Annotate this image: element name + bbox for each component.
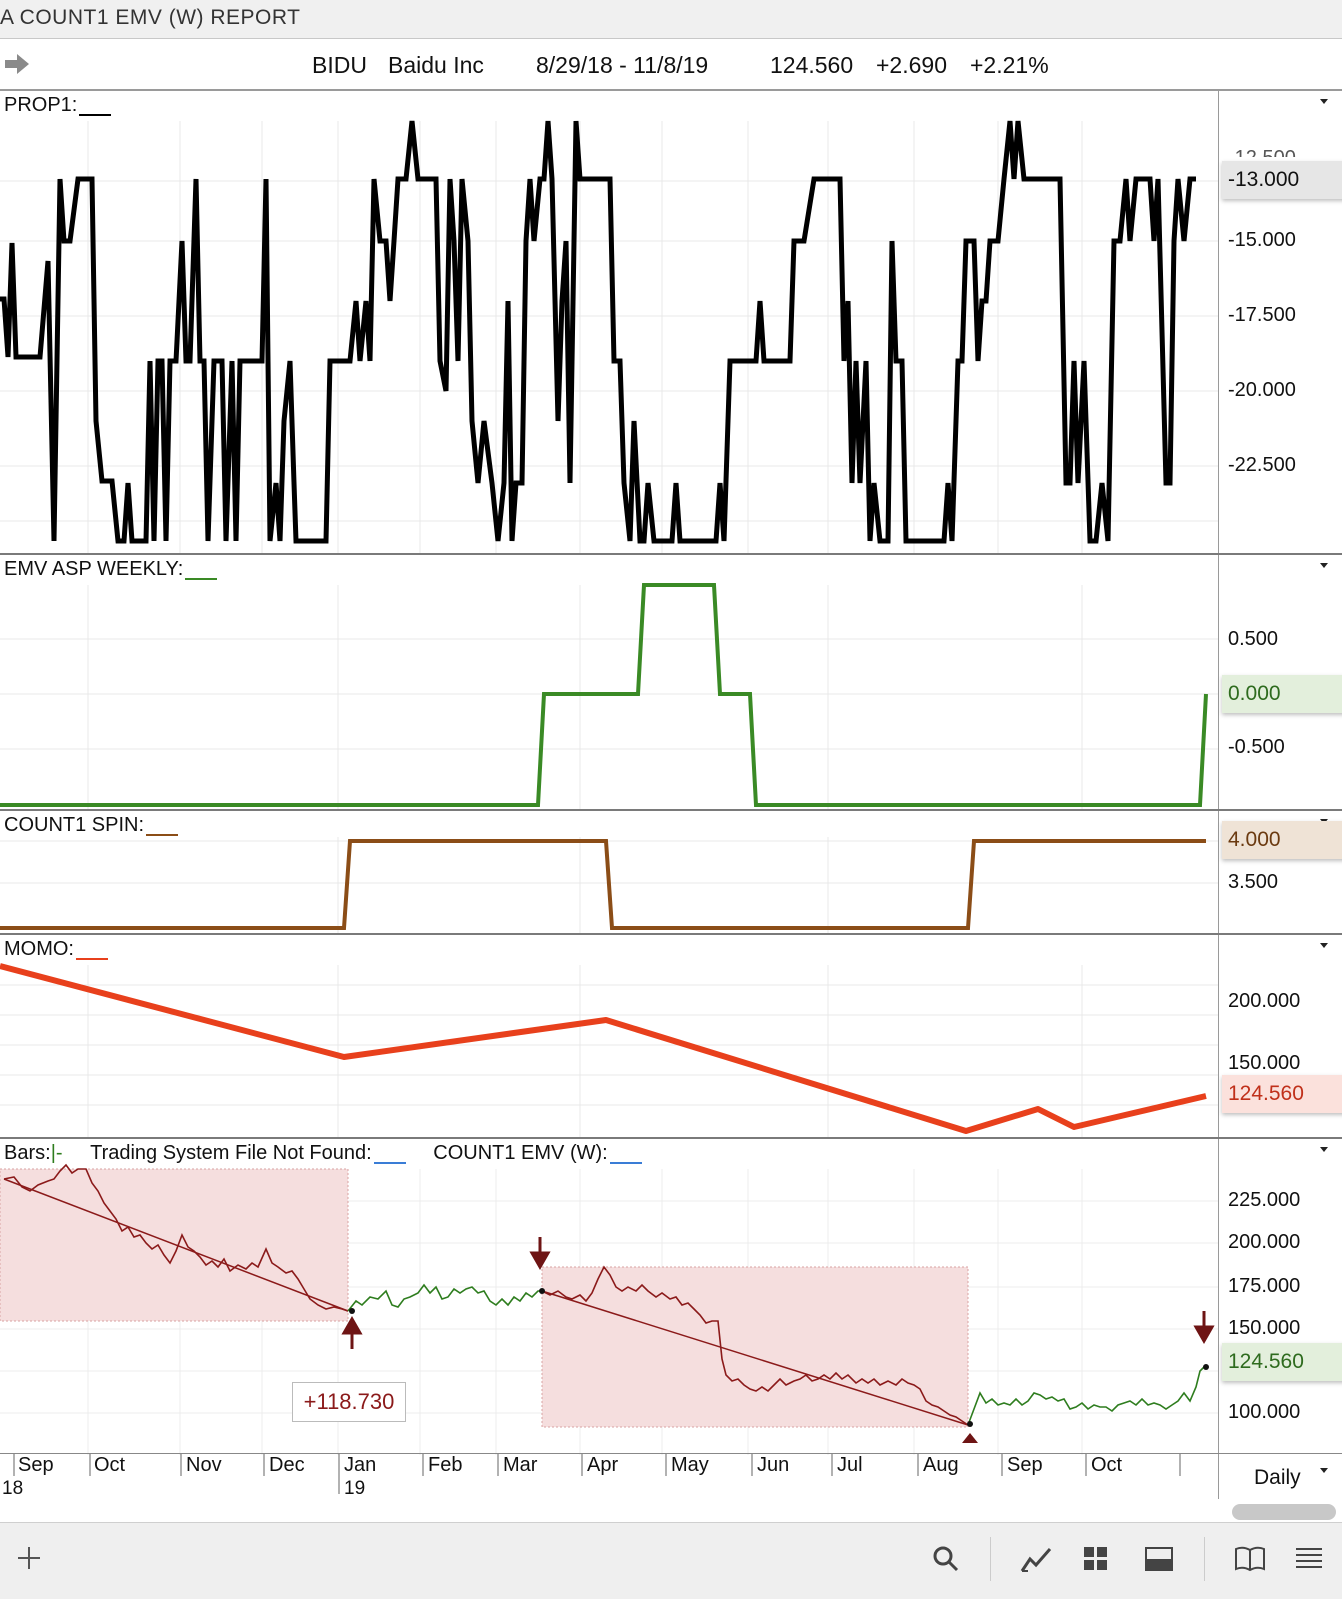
emv-asp-current-tag: 0.000 — [1222, 675, 1342, 713]
month-label: May — [671, 1454, 709, 1476]
bars-axis-label: 225.000 — [1228, 1189, 1301, 1211]
symbol: BIDU — [312, 52, 367, 78]
year-label: 19 — [344, 1478, 366, 1499]
price-change-pct: +2.21% — [970, 52, 1049, 78]
momo-axis-label: 150.000 — [1228, 1052, 1301, 1074]
emv-asp-label: EMV ASP WEEKLY: — [4, 558, 218, 581]
prop1-chart — [0, 120, 1218, 553]
count1-spin-label: COUNT1 SPIN: — [4, 814, 179, 837]
window-title: A COUNT1 EMV (W) REPORT — [0, 6, 301, 29]
bars-label-row: Bars:|- Trading System File Not Found: C… — [4, 1142, 764, 1165]
momo-axis-label: 200.000 — [1228, 990, 1301, 1012]
month-label: Sep — [18, 1454, 54, 1476]
forward-arrow-icon[interactable] — [4, 53, 30, 75]
list-icon[interactable] — [1294, 1545, 1324, 1571]
company-name: Baidu Inc — [388, 52, 484, 78]
sell-signal-arrow — [529, 1237, 551, 1271]
price-bars-chart — [0, 1163, 1218, 1455]
bars-axis-label: 150.000 — [1228, 1317, 1301, 1339]
interval-menu-icon[interactable] — [1320, 1468, 1328, 1473]
pane-divider[interactable] — [0, 933, 1342, 935]
momo-chart — [0, 963, 1218, 1137]
month-label: Nov — [186, 1454, 222, 1476]
emv-asp-axis-label: -0.500 — [1228, 736, 1285, 758]
pane-divider[interactable] — [0, 553, 1342, 555]
search-icon[interactable] — [932, 1545, 960, 1573]
bottom-toolbar — [0, 1522, 1342, 1599]
emv-asp-menu-icon[interactable] — [1320, 563, 1328, 568]
panel-icon[interactable] — [1144, 1545, 1174, 1573]
window-titlebar: A COUNT1 EMV (W) REPORT — [0, 0, 1342, 39]
month-label: Dec — [269, 1454, 305, 1476]
emv-asp-chart — [0, 583, 1218, 809]
momo-pane[interactable]: MOMO: 200.000 150.000 124.560 — [0, 935, 1342, 1137]
price-change: +2.690 — [876, 52, 947, 78]
buy-signal-arrow — [341, 1315, 363, 1349]
grid-icon[interactable] — [1082, 1545, 1110, 1573]
bars-current-tag: 124.560 — [1222, 1343, 1342, 1381]
month-label: Feb — [428, 1454, 463, 1476]
interval-selector[interactable]: Daily — [1254, 1466, 1301, 1489]
emv-asp-pane[interactable]: EMV ASP WEEKLY: 0.500 -0.500 0.000 — [0, 555, 1342, 809]
trade-profit-badge: +118.730 — [292, 1382, 406, 1422]
month-label: Oct — [94, 1454, 126, 1476]
bars-label: Bars: — [4, 1142, 51, 1164]
prop1-axis-label: -17.500 — [1228, 304, 1296, 326]
month-label: Jan — [344, 1454, 377, 1476]
bars-menu-icon[interactable] — [1320, 1147, 1328, 1152]
prop1-pane[interactable]: PROP1: -12.500 -15.000 -17.500 -20.000 -… — [0, 91, 1342, 553]
book-icon[interactable] — [1234, 1545, 1266, 1573]
month-label: Sep — [1007, 1454, 1043, 1476]
prop1-label: PROP1: — [4, 94, 112, 117]
prop1-axis-label: -20.000 — [1228, 379, 1296, 401]
bars-pane[interactable]: Bars:|- Trading System File Not Found: C… — [0, 1139, 1342, 1455]
bars-axis-label: 100.000 — [1228, 1401, 1301, 1423]
count1-emv-label: COUNT1 EMV (W): — [433, 1142, 608, 1164]
bars-axis-label: 175.000 — [1228, 1275, 1301, 1297]
month-label: Oct — [1091, 1454, 1123, 1476]
date-range: 8/29/18 - 11/8/19 — [536, 52, 709, 78]
momo-label: MOMO: — [4, 938, 108, 961]
month-label: Jun — [757, 1454, 790, 1476]
count1-spin-axis-label: 3.500 — [1228, 871, 1279, 893]
last-price: 124.560 — [770, 52, 854, 78]
month-label: Mar — [503, 1454, 538, 1476]
count1-spin-current-tag: 4.000 — [1222, 821, 1342, 859]
pane-divider[interactable] — [0, 809, 1342, 811]
prop1-axis-partial: -12.500 — [1228, 147, 1296, 157]
count1-spin-pane[interactable]: COUNT1 SPIN: 3.500 4.000 — [0, 811, 1342, 933]
month-label: Jul — [837, 1454, 863, 1476]
add-icon[interactable] — [16, 1545, 42, 1571]
year-label: 18 — [2, 1478, 24, 1499]
month-label: Aug — [923, 1454, 959, 1476]
count1-spin-chart — [0, 837, 1218, 933]
chart-line-icon[interactable] — [1020, 1545, 1054, 1573]
short-trade-zone — [541, 1266, 969, 1428]
bars-style-indicator: |- — [50, 1142, 63, 1164]
sell-signal-arrow — [1193, 1311, 1215, 1345]
prop1-axis-label: -22.500 — [1228, 454, 1296, 476]
time-axis-ticks — [13, 1454, 1181, 1494]
symbol-info-bar: BIDU Baidu Inc 8/29/18 - 11/8/19 124.560… — [0, 39, 1342, 91]
trading-system-label: Trading System File Not Found: — [90, 1142, 372, 1164]
horizontal-scrollbar[interactable] — [1232, 1504, 1336, 1520]
momo-current-tag: 124.560 — [1222, 1075, 1342, 1113]
prop1-menu-icon[interactable] — [1320, 99, 1328, 104]
momo-menu-icon[interactable] — [1320, 943, 1328, 948]
pane-divider[interactable] — [0, 1137, 1342, 1139]
buy-signal-arrow — [962, 1433, 978, 1443]
prop1-current-tag: -13.000 — [1222, 161, 1342, 199]
emv-asp-axis-label: 0.500 — [1228, 628, 1279, 650]
month-label: Apr — [587, 1454, 619, 1476]
prop1-axis-label: -15.000 — [1228, 229, 1296, 251]
bars-axis-label: 200.000 — [1228, 1231, 1301, 1253]
